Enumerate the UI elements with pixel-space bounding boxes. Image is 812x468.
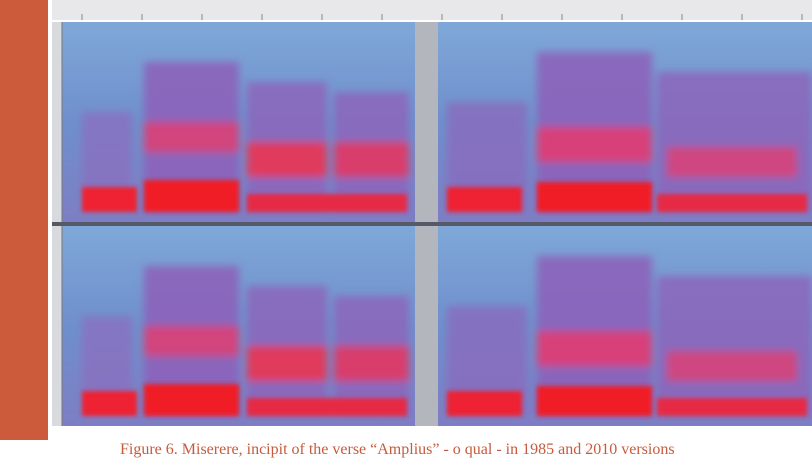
figure-caption: Figure 6. Miserere, incipit of the verse… bbox=[120, 441, 675, 459]
page: Figure 6. Miserere, incipit of the verse… bbox=[0, 0, 812, 468]
spectrogram-figure bbox=[52, 0, 812, 428]
sidebar bbox=[0, 0, 48, 440]
